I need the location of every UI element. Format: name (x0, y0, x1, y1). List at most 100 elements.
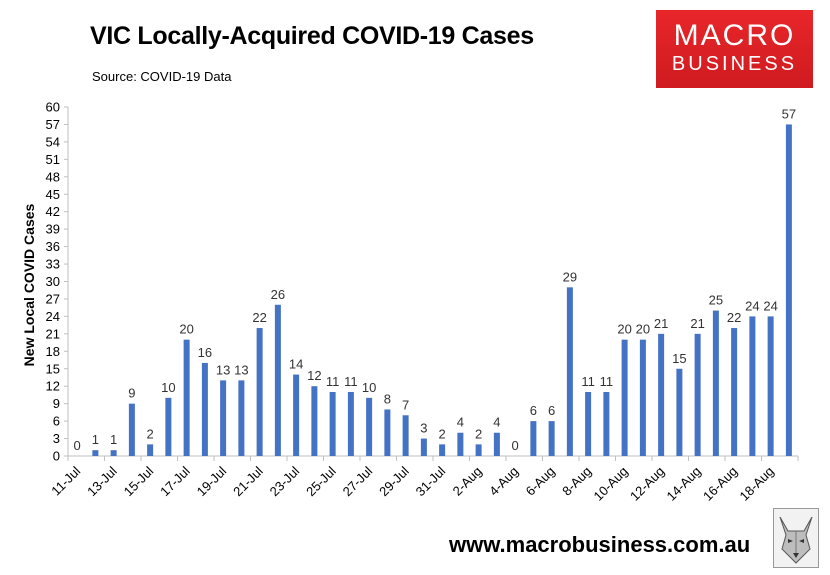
bar (347, 392, 354, 456)
data-label: 2 (439, 426, 446, 441)
chart-title: VIC Locally-Acquired COVID-19 Cases (90, 22, 534, 50)
data-label: 0 (512, 438, 519, 453)
data-label: 24 (763, 298, 777, 313)
data-label: 4 (493, 415, 500, 430)
bar (220, 380, 227, 456)
y-tick-label: 24 (46, 309, 60, 324)
bar (384, 409, 391, 456)
bar (256, 328, 263, 456)
data-label: 8 (384, 391, 391, 406)
x-tick-label: 17-Jul (157, 463, 193, 499)
y-tick-label: 30 (46, 274, 60, 289)
bar (165, 397, 172, 456)
bar (639, 339, 646, 456)
bar (110, 450, 117, 456)
x-tick-label: 29-Jul (376, 463, 412, 499)
x-tick-label: 6-Aug (523, 464, 558, 499)
bar (767, 316, 774, 456)
x-tick-label: 16-Aug (700, 464, 740, 504)
data-label: 29 (563, 269, 577, 284)
bar (475, 444, 482, 456)
data-label: 4 (457, 415, 464, 430)
bar (238, 380, 245, 456)
y-tick-label: 42 (46, 204, 60, 219)
x-tick-label: 14-Aug (663, 464, 703, 504)
y-tick-label: 21 (46, 326, 60, 341)
chart-source: Source: COVID-19 Data (92, 69, 232, 84)
bar (147, 444, 154, 456)
bar (329, 392, 336, 456)
bar (311, 386, 318, 456)
data-label: 1 (92, 432, 99, 447)
x-tick-label: 31-Jul (413, 463, 449, 499)
data-label: 57 (782, 106, 796, 121)
data-label: 16 (198, 345, 212, 360)
data-label: 20 (617, 322, 631, 337)
bar (92, 450, 99, 456)
bar (548, 421, 555, 456)
data-label: 11 (326, 374, 340, 389)
data-label: 21 (690, 316, 704, 331)
data-label: 13 (216, 362, 230, 377)
y-tick-label: 45 (46, 187, 60, 202)
y-tick-label: 15 (46, 361, 60, 376)
bar (530, 421, 537, 456)
data-label: 20 (636, 322, 650, 337)
data-label: 21 (654, 316, 668, 331)
y-tick-label: 27 (46, 291, 60, 306)
y-tick-label: 60 (46, 100, 60, 115)
bar (128, 403, 135, 456)
x-tick-label: 27-Jul (340, 463, 376, 499)
y-tick-label: 3 (53, 431, 60, 446)
bar (293, 374, 300, 456)
data-label: 24 (745, 298, 759, 313)
logo-line-2: BUSINESS (671, 53, 798, 75)
x-tick-label: 8-Aug (559, 464, 594, 499)
footer-url: www.macrobusiness.com.au (449, 532, 751, 557)
bar (621, 339, 628, 456)
bar (274, 304, 281, 456)
y-tick-label: 51 (46, 152, 60, 167)
bar (694, 333, 701, 456)
bar (676, 368, 683, 456)
bar (603, 392, 610, 456)
x-tick-label: 19-Jul (194, 463, 230, 499)
x-tick-label: 18-Aug (736, 464, 776, 504)
data-label: 20 (179, 322, 193, 337)
data-label: 6 (530, 403, 537, 418)
bar (785, 124, 792, 456)
bar (366, 397, 373, 456)
macrobusiness-logo: MACRO BUSINESS (656, 10, 813, 88)
x-tick-label: 25-Jul (303, 463, 339, 499)
data-label: 10 (161, 380, 175, 395)
x-tick-label: 21-Jul (230, 463, 266, 499)
data-label: 15 (672, 351, 686, 366)
data-label: 25 (709, 293, 723, 308)
x-tick-label: 23-Jul (267, 463, 303, 499)
data-label: 11 (600, 374, 614, 389)
x-tick-label: 15-Jul (121, 463, 157, 499)
y-tick-label: 54 (46, 134, 60, 149)
x-tick-label: 2-Aug (450, 464, 485, 499)
data-label: 26 (271, 287, 285, 302)
data-label: 9 (128, 386, 135, 401)
x-tick-label: 4-Aug (486, 464, 521, 499)
x-tick-label: 13-Jul (84, 463, 120, 499)
bar (493, 432, 500, 456)
bar (402, 415, 409, 456)
y-tick-label: 9 (53, 396, 60, 411)
y-tick-label: 18 (46, 344, 60, 359)
bar (712, 310, 719, 456)
bar (457, 432, 464, 456)
data-label: 12 (307, 368, 321, 383)
bar (585, 392, 592, 456)
bar (201, 362, 208, 456)
bar (566, 287, 573, 456)
bar (658, 333, 665, 456)
y-tick-label: 57 (46, 117, 60, 132)
data-label: 10 (362, 380, 376, 395)
data-label: 11 (344, 374, 358, 389)
y-tick-label: 0 (53, 449, 60, 464)
data-label: 14 (289, 357, 303, 372)
